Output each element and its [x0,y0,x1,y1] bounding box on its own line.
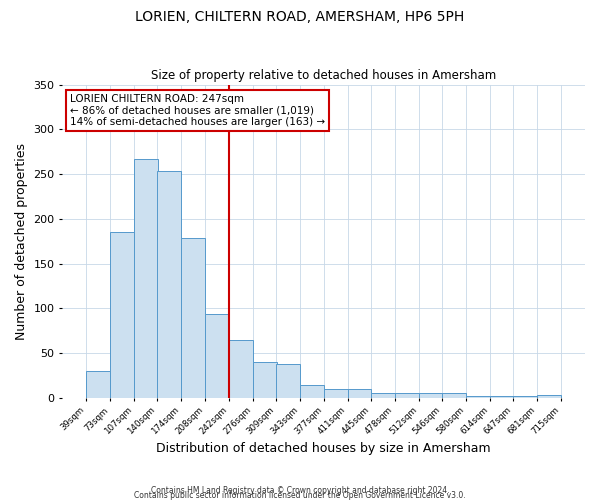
Title: Size of property relative to detached houses in Amersham: Size of property relative to detached ho… [151,69,496,82]
Bar [157,172,181,398]
Bar [395,394,419,398]
Text: LORIEN, CHILTERN ROAD, AMERSHAM, HP6 5PH: LORIEN, CHILTERN ROAD, AMERSHAM, HP6 5PH [136,10,464,24]
Bar [323,389,347,398]
Bar [110,232,134,398]
Bar [229,340,253,398]
Bar [253,362,277,398]
Bar [442,394,466,398]
Bar [276,364,300,398]
Bar [371,394,395,398]
Bar [419,394,442,398]
Y-axis label: Number of detached properties: Number of detached properties [15,142,28,340]
Bar [538,395,561,398]
Bar [86,371,110,398]
Text: Contains HM Land Registry data © Crown copyright and database right 2024.: Contains HM Land Registry data © Crown c… [151,486,449,495]
Text: LORIEN CHILTERN ROAD: 247sqm
← 86% of detached houses are smaller (1,019)
14% of: LORIEN CHILTERN ROAD: 247sqm ← 86% of de… [70,94,325,127]
Bar [514,396,538,398]
Bar [300,386,323,398]
Bar [466,396,490,398]
X-axis label: Distribution of detached houses by size in Amersham: Distribution of detached houses by size … [157,442,491,455]
Text: Contains public sector information licensed under the Open Government Licence v3: Contains public sector information licen… [134,491,466,500]
Bar [490,396,514,398]
Bar [134,159,158,398]
Bar [347,389,371,398]
Bar [181,238,205,398]
Bar [205,314,229,398]
